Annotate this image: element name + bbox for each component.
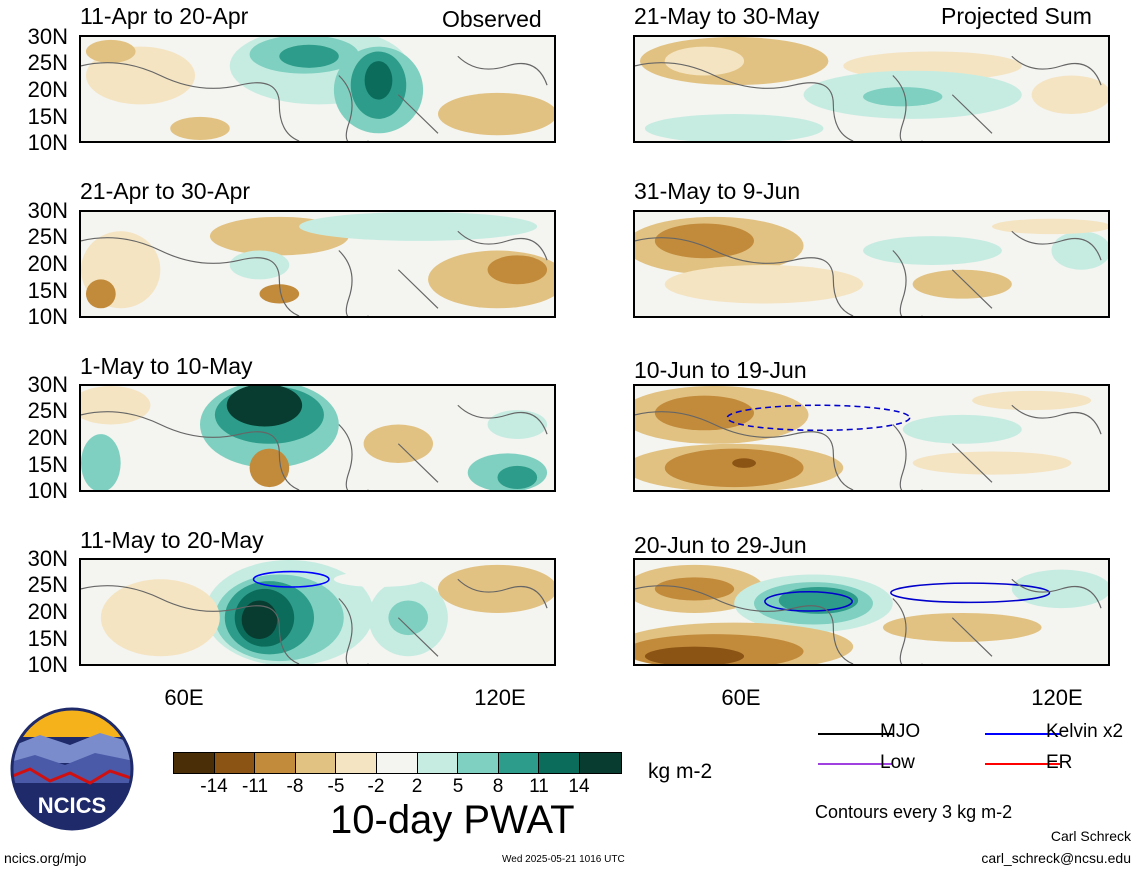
lon-label: 120E: [474, 685, 526, 710]
panel-title: 21-Apr to 30-Apr: [80, 178, 251, 204]
colorbar-tick: -5: [327, 776, 345, 797]
legend-label: Low: [880, 752, 915, 773]
colorbar-bin: [417, 753, 459, 773]
lat-label: 25N: [27, 224, 68, 249]
lat-label: 15N: [27, 278, 68, 303]
legend-swatch-er: [985, 763, 1060, 765]
lat-label: 20N: [27, 599, 68, 624]
colorbar-bin: [498, 753, 540, 773]
lat-label: 15N: [27, 626, 68, 651]
lat-label: 10N: [27, 130, 68, 155]
panel-title: 10-Jun to 19-Jun: [634, 357, 807, 383]
colorbar-tick: 2: [411, 776, 423, 797]
colorbar-bin: [214, 753, 256, 773]
colorbar-tick: 8: [492, 776, 504, 797]
panel-title: 11-May to 20-May: [80, 527, 264, 553]
lat-label: 30N: [27, 24, 68, 49]
colorbar-tick: 11: [529, 776, 549, 797]
lat-label: 20N: [27, 425, 68, 450]
map-panel-may21: [633, 35, 1110, 143]
colorbar-bin: [255, 753, 296, 773]
map-panel-jun10: [633, 384, 1110, 492]
logo-text: NCICS: [37, 793, 107, 818]
legend-swatch-kelvin: [985, 733, 1060, 735]
lat-label: 30N: [27, 372, 68, 397]
lat-label: 30N: [27, 546, 68, 571]
legend-label: Kelvin x2: [1046, 721, 1124, 742]
source-url: ncics.org/mjo: [4, 850, 87, 866]
lat-label: 10N: [27, 652, 68, 677]
timestamp: Wed 2025-05-21 1016 UTC: [502, 854, 625, 865]
panel-title: 1-May to 10-May: [80, 353, 253, 379]
colorbar-tick: -11: [241, 776, 269, 797]
colorbar-bin: [458, 753, 499, 773]
lat-label: 30N: [27, 198, 68, 223]
contour-note: Contours every 3 kg m-2: [815, 802, 1013, 822]
author: Carl Schreck: [1050, 828, 1131, 844]
panel-title: 31-May to 9-Jun: [634, 178, 801, 204]
lat-label: 25N: [27, 572, 68, 597]
colorbar-bin: [174, 753, 215, 773]
colorbar-tick: -14: [200, 776, 228, 797]
map-panel-may11: [79, 558, 556, 666]
map-panel-apr21: [79, 210, 556, 318]
map-panel-jun20: [633, 558, 1110, 666]
legend-label: MJO: [880, 721, 921, 742]
lat-label: 25N: [27, 50, 68, 75]
lat-label: 20N: [27, 251, 68, 276]
lon-label: 120E: [1031, 685, 1083, 710]
lat-label: 20N: [27, 77, 68, 102]
colorbar-tick: 14: [568, 776, 590, 797]
colorbar-bin: [579, 753, 621, 773]
colorbar-tick: 5: [452, 776, 464, 797]
lat-label: 10N: [27, 304, 68, 329]
colorbar-tick: -2: [367, 776, 385, 797]
map-panel-may31: [633, 210, 1110, 318]
lat-label: 15N: [27, 452, 68, 477]
map-panel-apr11: [79, 35, 556, 143]
projected-sum-label: Projected Sum: [941, 3, 1092, 29]
observed-label: Observed: [442, 6, 542, 32]
colorbar: [173, 752, 622, 774]
colorbar-bin: [539, 753, 580, 773]
colorbar-bin: [295, 753, 337, 773]
legend-swatch-mjo: [818, 733, 893, 735]
colorbar-bin: [376, 753, 418, 773]
lat-label: 15N: [27, 104, 68, 129]
panel-title: 11-Apr to 20-Apr: [80, 3, 249, 29]
colorbar-units: kg m-2: [648, 760, 713, 783]
legend-swatch-low: [818, 763, 893, 765]
lon-label: 60E: [721, 685, 761, 710]
colorbar-tick: -8: [286, 776, 304, 797]
lat-label: 10N: [27, 478, 68, 503]
map-panel-may1: [79, 384, 556, 492]
panel-title: 21-May to 30-May: [634, 3, 820, 29]
email: carl_schreck@ncsu.edu: [981, 850, 1131, 866]
lon-label: 60E: [164, 685, 204, 710]
legend-label: ER: [1046, 752, 1073, 773]
colorbar-bin: [336, 753, 377, 773]
panel-title: 20-Jun to 29-Jun: [634, 532, 807, 558]
lat-label: 25N: [27, 398, 68, 423]
figure-title: 10-day PWAT: [330, 798, 575, 842]
ncics-logo: NCICS: [10, 707, 134, 831]
